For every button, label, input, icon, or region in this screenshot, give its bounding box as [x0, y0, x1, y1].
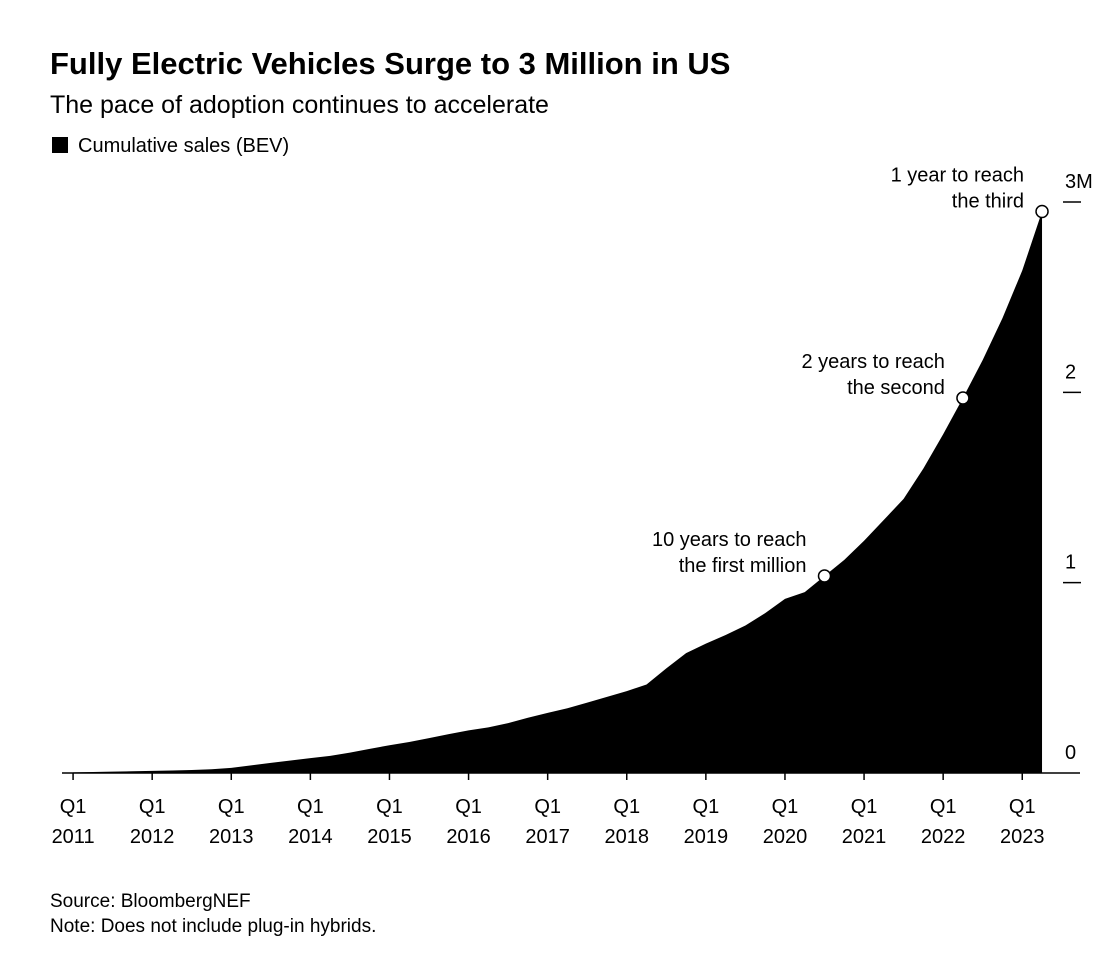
y-tick-label: 2 [1065, 361, 1076, 383]
legend-swatch [52, 137, 68, 153]
y-tick-label: 0 [1065, 742, 1076, 764]
x-tick-label: Q1 2018 [605, 796, 650, 848]
y-tick-label: 1 [1065, 552, 1076, 574]
note: Note: Does not include plug-in hybrids. [50, 916, 376, 937]
legend-label: Cumulative sales (BEV) [78, 135, 289, 157]
annotation-marker [1035, 204, 1049, 219]
x-tick-label: Q1 2013 [209, 796, 254, 848]
y-tick-label: 3M [1065, 171, 1093, 193]
annotation-text: the second [847, 377, 945, 399]
chart-title: Fully Electric Vehicles Surge to 3 Milli… [50, 46, 730, 81]
x-tick-label: Q1 2017 [525, 796, 570, 848]
x-tick-label: Q1 2023 [1000, 796, 1045, 848]
area [73, 211, 1043, 773]
x-tick-label: Q1 2012 [130, 796, 175, 848]
annotation-text: the first million [679, 555, 807, 577]
annotation-text: 2 years to reach [802, 351, 945, 373]
x-tick-label: Q1 2016 [446, 796, 491, 848]
x-tick-label: Q1 2011 [52, 796, 95, 848]
annotation-marker [817, 569, 832, 583]
source: Source: BloombergNEF [50, 891, 251, 912]
x-tick-label: Q1 2021 [842, 796, 887, 848]
x-tick-label: Q1 2014 [288, 796, 333, 848]
chart-subtitle: The pace of adoption continues to accele… [50, 91, 549, 119]
annotation-marker [956, 391, 970, 405]
x-tick-label: Q1 2015 [367, 796, 412, 848]
x-tick-label: Q1 2022 [921, 796, 966, 848]
annotation-text: 10 years to reach [652, 529, 807, 551]
x-tick-label: Q1 2020 [763, 796, 808, 848]
annotation-text: the third [952, 191, 1024, 213]
annotation-text: 1 year to reach [891, 165, 1024, 187]
x-tick-label: Q1 2019 [684, 796, 729, 848]
